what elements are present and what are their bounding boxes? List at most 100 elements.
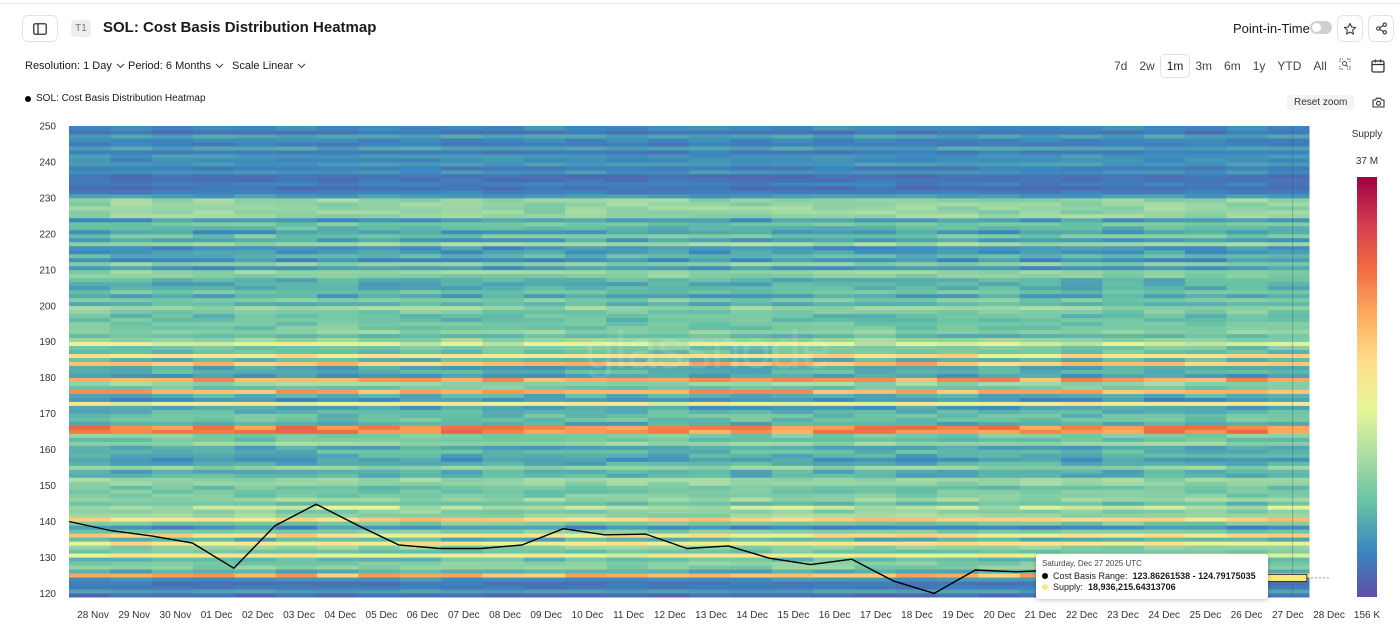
heatmap-cell <box>813 465 855 470</box>
share-button[interactable] <box>1368 15 1394 42</box>
heatmap-cell <box>565 249 607 255</box>
heatmap-cell <box>1102 405 1145 410</box>
heatmap-cell <box>275 593 318 598</box>
range-ytd-button[interactable]: YTD <box>1277 59 1302 73</box>
screenshot-button[interactable] <box>1369 94 1387 110</box>
heatmap-cell <box>854 129 897 135</box>
favorite-button[interactable] <box>1337 15 1363 42</box>
heatmap-cell <box>193 373 235 378</box>
heatmap-cell <box>523 445 566 450</box>
range-6m-button[interactable]: 6m <box>1224 59 1241 73</box>
heatmap-cell <box>813 493 855 498</box>
resolution-dropdown[interactable]: Resolution: 1 Day <box>25 60 125 72</box>
heatmap-cell <box>317 497 359 502</box>
heatmap-cell <box>275 513 318 518</box>
heatmap-cell <box>895 485 938 490</box>
heatmap-cell <box>110 221 153 227</box>
range-2w-button[interactable]: 2w <box>1139 59 1155 73</box>
heatmap-cell <box>1019 301 1062 307</box>
heatmap-cell <box>1226 197 1269 203</box>
heatmap-cell <box>69 261 111 267</box>
x-tick-label: 05 Dec <box>366 610 398 621</box>
heatmap-cell <box>151 557 194 562</box>
heatmap-cell <box>358 477 401 482</box>
heatmap-cell <box>895 141 938 147</box>
heatmap-cell <box>1102 193 1145 199</box>
heatmap-cell <box>1102 201 1145 207</box>
heatmap-cell <box>1267 161 1310 167</box>
range-1m-button[interactable]: 1m <box>1160 55 1190 77</box>
heatmap-cell <box>234 145 277 151</box>
heatmap-cell <box>399 481 442 486</box>
heatmap-cell <box>978 361 1021 366</box>
sidebar-toggle-button[interactable] <box>22 15 58 42</box>
heatmap-cell <box>441 541 483 546</box>
heatmap-cell <box>151 525 194 530</box>
heatmap-cell <box>482 385 525 390</box>
x-tick-label: 22 Dec <box>1066 610 1098 621</box>
zoom-select-button[interactable] <box>1333 55 1357 77</box>
heatmap-cell <box>399 173 442 179</box>
point-in-time-toggle[interactable] <box>1310 21 1332 34</box>
heatmap-cell <box>565 137 607 143</box>
heatmap-cell <box>441 413 483 418</box>
heatmap-cell <box>1226 141 1269 147</box>
scale-dropdown[interactable]: Scale Linear <box>232 60 306 72</box>
heatmap-cell <box>854 221 897 227</box>
heatmap-cell <box>317 529 359 534</box>
heatmap-cell <box>1226 385 1269 390</box>
calendar-button[interactable] <box>1366 54 1390 78</box>
heatmap-cell <box>689 126 731 131</box>
heatmap-cell <box>813 185 855 191</box>
point-in-time-label: Point-in-Time <box>1233 21 1310 36</box>
heatmap-cell <box>110 349 153 355</box>
heatmap-cell <box>1143 181 1186 187</box>
heatmap-cell <box>1061 445 1103 450</box>
heatmap-cell <box>69 561 111 566</box>
heatmap-cell <box>1019 473 1062 478</box>
heatmap-cell <box>1143 341 1186 347</box>
heatmap-cell <box>895 185 938 191</box>
heatmap-cell <box>69 145 111 151</box>
chart-legend[interactable]: SOL: Cost Basis Distribution Heatmap <box>25 93 206 104</box>
heatmap-cell <box>1061 133 1103 139</box>
heatmap-cell <box>1185 305 1227 311</box>
heatmap-cell <box>317 269 359 275</box>
range-3m-button[interactable]: 3m <box>1195 59 1213 73</box>
heatmap-cell <box>647 525 690 530</box>
heatmap-cell <box>482 337 525 343</box>
heatmap-cell <box>110 481 153 486</box>
heatmap-cell <box>1226 169 1269 175</box>
heatmap-cell <box>978 509 1021 514</box>
heatmap-cell <box>1267 497 1310 502</box>
heatmap-cell <box>730 449 773 454</box>
heatmap-cell <box>1185 457 1227 462</box>
range-1y-button[interactable]: 1y <box>1252 59 1266 73</box>
heatmap-cell <box>1102 441 1145 446</box>
heatmap-cell <box>978 126 1021 131</box>
period-dropdown[interactable]: Period: 6 Months <box>128 60 224 72</box>
heatmap-cell <box>1019 281 1062 287</box>
heatmap-cell <box>358 445 401 450</box>
heatmap-cell <box>1061 265 1103 271</box>
time-range-selector: 7d 2w 1m 3m 6m 1y YTD All <box>1108 54 1357 78</box>
heatmap-cell <box>482 557 525 562</box>
heatmap-cell <box>234 217 277 223</box>
range-7d-button[interactable]: 7d <box>1114 59 1128 73</box>
heatmap-cell <box>689 165 731 171</box>
reset-zoom-button[interactable]: Reset zoom <box>1287 95 1355 110</box>
heatmap-cell <box>565 477 607 482</box>
heatmap-cell <box>730 345 773 351</box>
heatmap-cell <box>771 341 814 347</box>
heatmap-cell <box>1102 293 1145 299</box>
heatmap-cell <box>854 361 897 366</box>
heatmap-cell <box>151 261 194 267</box>
heatmap-cell <box>689 349 731 355</box>
heatmap-cell <box>482 501 525 506</box>
heatmap-cell <box>193 457 235 462</box>
range-all-button[interactable]: All <box>1313 59 1327 73</box>
heatmap-cell <box>937 509 979 514</box>
heatmap-cell <box>69 397 111 402</box>
x-tick-label: 09 Dec <box>530 610 562 621</box>
